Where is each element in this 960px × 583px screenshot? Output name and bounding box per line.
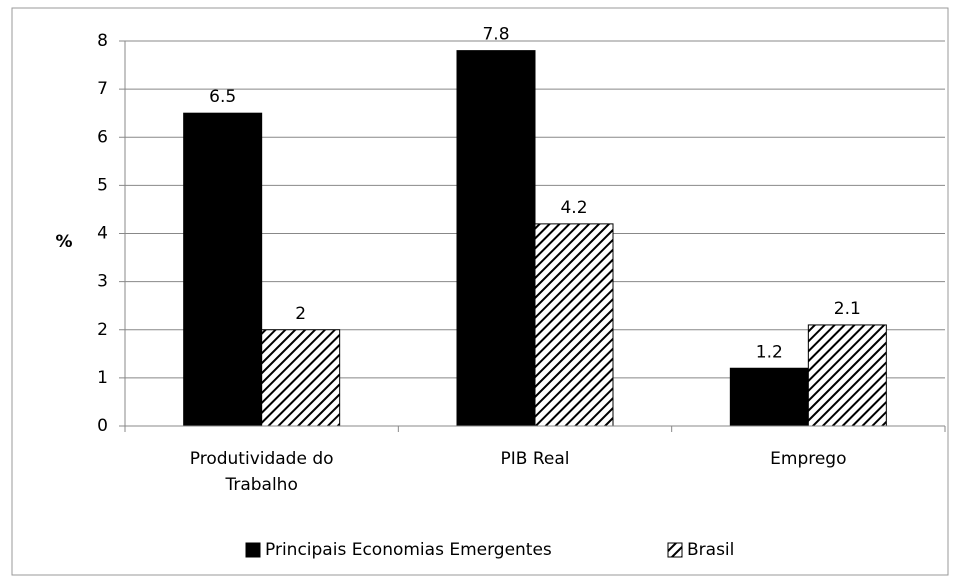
legend-swatch [245,542,261,558]
y-axis-label: % [55,232,72,252]
data-label: 4.2 [560,198,587,218]
bar [729,367,809,427]
bar [807,324,887,427]
data-label: 1.2 [756,342,783,362]
data-label: 7.8 [482,25,509,45]
y-tick-label: 5 [97,175,108,195]
y-tick-label: 7 [97,79,108,99]
x-tick-label: Produtividade do Trabalho [189,449,334,495]
y-tick-label: 6 [97,127,108,147]
legend-label: Principais Economias Emergentes [265,540,552,560]
legend-label: Brasil [687,540,734,560]
x-tick-label: PIB Real [500,449,570,469]
y-tick-label: 4 [97,224,108,244]
y-tick-label: 1 [97,368,108,388]
x-tick-label: Emprego [770,449,847,469]
data-label: 6.5 [209,87,236,107]
bar [456,50,536,427]
bar [534,223,614,427]
y-tick-label: 0 [97,416,108,436]
legend-swatch [667,542,683,558]
y-tick-label: 3 [97,272,108,292]
data-label: 2 [295,304,306,324]
bar [261,329,341,427]
bar [183,112,263,427]
y-tick-label: 2 [97,320,108,340]
data-label: 2.1 [834,299,861,319]
y-tick-label: 8 [97,31,108,51]
